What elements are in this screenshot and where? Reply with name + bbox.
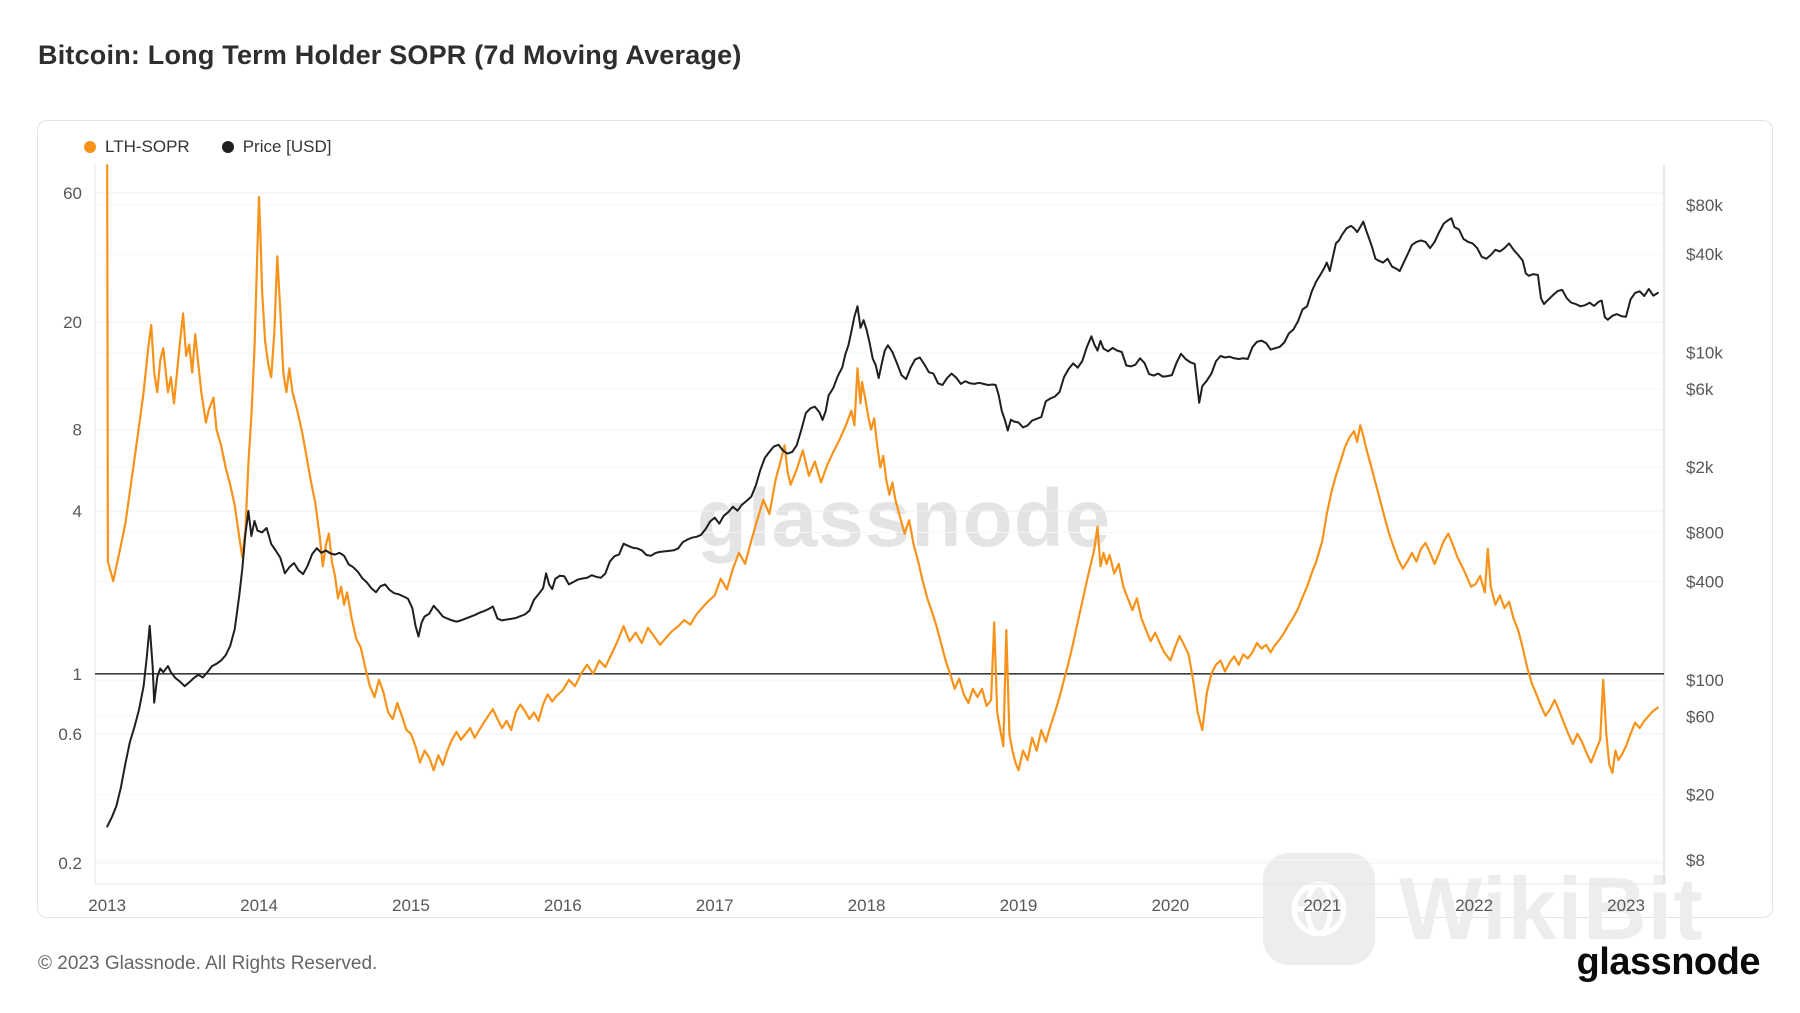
left-axis-tick-label: 4 [73,502,82,521]
lth-sopr-legend-label: LTH-SOPR [105,137,190,156]
x-axis-tick-label: 2021 [1303,896,1341,915]
right-axis-tick-label: $8 [1686,851,1705,870]
page-title: Bitcoin: Long Term Holder SOPR (7d Movin… [38,40,742,70]
left-axis-tick-label: 20 [63,313,82,332]
right-axis-tick-label: $60 [1686,708,1714,727]
x-axis-tick-label: 2022 [1455,896,1493,915]
left-axis-tick-label: 60 [63,184,82,203]
right-axis-tick-label: $10k [1686,344,1723,363]
left-axis-tick-label: 8 [73,421,82,440]
x-axis-tick-label: 2013 [88,896,126,915]
left-axis-tick-label: 1 [73,665,82,684]
chart-card [37,120,1773,918]
legend-item-lth-sopr[interactable]: LTH-SOPR [84,137,190,157]
lth-sopr-series-line [106,164,1660,775]
x-axis-tick-label: 2019 [1000,896,1038,915]
right-axis-tick-label: $100 [1686,671,1724,690]
x-axis-tick-label: 2023 [1607,896,1645,915]
price-usd-legend-label: Price [USD] [242,137,332,156]
x-axis-tick-label: 2014 [240,896,278,915]
right-axis-tick-label: $80k [1686,196,1723,215]
wikibit-watermark: WikiBit [1263,853,1703,965]
right-axis-tick-label: $800 [1686,523,1724,542]
price-usd-legend-dot [221,141,234,153]
copyright-text: © 2023 Glassnode. All Rights Reserved. [38,953,378,974]
left-axis-tick-label: 0.6 [58,725,82,744]
x-axis-tick-label: 2020 [1151,896,1189,915]
wikibit-watermark-text: WikiBit [1399,859,1704,958]
right-axis-tick-label: $400 [1686,573,1724,592]
legend-item-price-usd[interactable]: Price [USD] [221,137,332,157]
lth-sopr-legend-dot [84,141,96,153]
price-usd--series-line [106,217,1659,828]
wikibit-globe-icon [1263,853,1375,965]
x-axis-tick-label: 2017 [696,896,734,915]
right-axis-tick-label: $2k [1686,458,1714,477]
glassnode-watermark: glassnode [696,473,1112,564]
chart-legend: LTH-SOPR Price [USD] [84,137,332,157]
x-axis-tick-label: 2016 [544,896,582,915]
glassnode-logo[interactable]: glassnode [1576,941,1761,983]
right-axis-tick-label: $20 [1686,786,1714,805]
x-axis-tick-label: 2015 [392,896,430,915]
right-axis-tick-label: $6k [1686,380,1714,399]
x-axis-tick-label: 2018 [848,896,886,915]
left-axis-tick-label: 0.2 [58,854,82,873]
right-axis-tick-label: $40k [1686,245,1723,264]
